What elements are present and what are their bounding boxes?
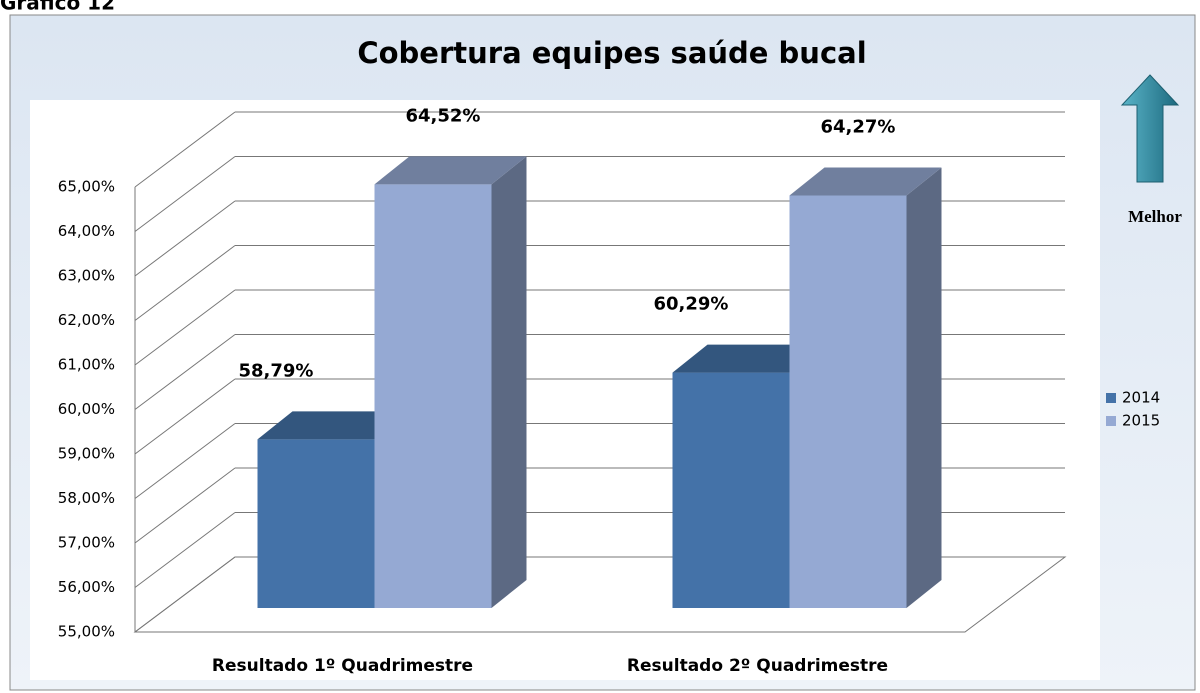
legend-label: 2015 (1122, 412, 1160, 430)
x-tick-label: Resultado 2º Quadrimestre (627, 656, 888, 676)
bar (257, 439, 375, 608)
bar-side (491, 156, 527, 609)
grid-line (134, 111, 236, 188)
bar (672, 372, 790, 608)
bar-top (789, 167, 942, 196)
y-tick-label: 56,00% (58, 578, 115, 596)
y-tick-label: 60,00% (58, 400, 115, 418)
bar (789, 195, 907, 609)
y-tick-label: 55,00% (58, 623, 115, 641)
value-label: 64,52% (406, 105, 481, 126)
y-tick-label: 58,00% (58, 489, 115, 507)
value-label: 60,29% (654, 294, 729, 315)
bar-top (672, 344, 825, 373)
grid-line (134, 156, 236, 232)
y-tick-label: 61,00% (58, 356, 115, 374)
legend-swatch (1106, 393, 1116, 403)
y-tick-label: 57,00% (58, 534, 115, 552)
bar-top (257, 411, 410, 440)
value-label: 58,79% (239, 360, 314, 381)
grid-line (134, 245, 236, 321)
y-tick-label: 62,00% (58, 311, 115, 329)
legend-swatch (1106, 416, 1116, 426)
chart-title: Cobertura equipes saúde bucal (357, 36, 866, 70)
arrow-icon (1120, 74, 1180, 183)
note: Melhor (1128, 207, 1182, 226)
page-title: Gráfico 12 (0, 0, 115, 15)
bar-top (374, 156, 527, 185)
legend-label: 2014 (1122, 389, 1160, 407)
y-tick-label: 59,00% (58, 445, 115, 463)
bar (374, 184, 492, 609)
grid-line (134, 378, 236, 455)
grid-line (134, 200, 236, 277)
grid-line (134, 334, 236, 410)
value-label: 64,27% (821, 116, 896, 137)
x-tick-label: Resultado 1º Quadrimestre (212, 656, 473, 676)
y-tick-label: 63,00% (58, 267, 115, 285)
grid-line (134, 556, 236, 633)
y-tick-label: 65,00% (58, 178, 115, 196)
grid-line (134, 512, 236, 588)
y-tick-label: 64,00% (58, 222, 115, 240)
grid-line (134, 289, 236, 366)
bar-side (906, 167, 942, 609)
grid-line (134, 467, 236, 544)
grid-line (134, 423, 236, 499)
